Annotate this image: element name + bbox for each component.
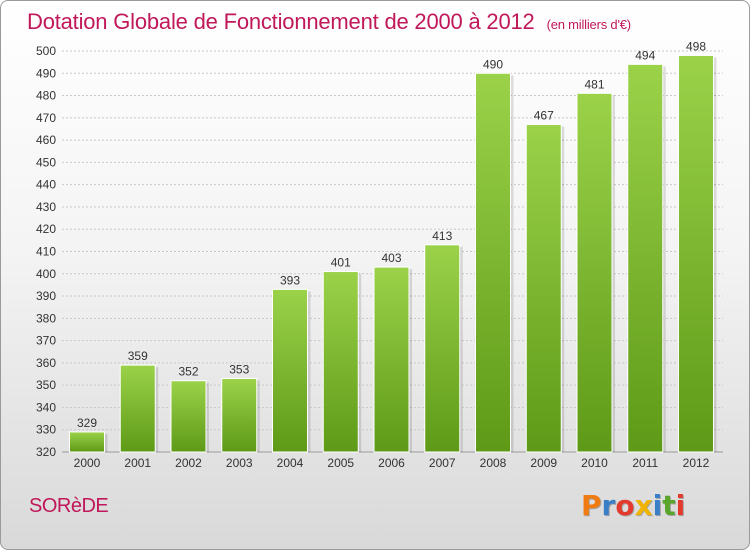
y-tick-label: 380	[36, 311, 56, 325]
y-tick-label: 420	[36, 222, 56, 236]
chart-subtitle: (en milliers d'€)	[546, 17, 632, 32]
bar-value-label: 467	[534, 109, 554, 123]
x-tick-label: 2007	[429, 456, 456, 470]
y-tick-label: 480	[36, 89, 56, 103]
x-tick-label: 2008	[480, 456, 507, 470]
bar-2005[interactable]	[322, 271, 359, 453]
y-tick-label: 450	[36, 155, 56, 169]
bar-value-label: 393	[280, 273, 300, 287]
y-tick-label: 440	[36, 178, 56, 192]
bar-value-label: 359	[128, 349, 148, 363]
logo-letter: i	[675, 489, 686, 522]
x-tick-label: 2001	[124, 456, 151, 470]
y-tick-label: 370	[36, 334, 56, 348]
x-tick-label: 2000	[74, 456, 101, 470]
y-tick-label: 410	[36, 245, 56, 259]
bar-value-label: 498	[686, 39, 706, 53]
y-tick-label: 390	[36, 289, 56, 303]
x-tick-label: 2002	[175, 456, 202, 470]
x-axis: 2000 2001 2002 2003 2004 2005 2006 2007 2008 2009…	[74, 456, 710, 470]
bar-2004[interactable]	[272, 288, 308, 453]
y-tick-label: 460	[36, 133, 56, 147]
bar-value-label: 329	[77, 416, 97, 430]
y-tick-label: 330	[36, 423, 56, 437]
bar-2009[interactable]	[525, 124, 562, 453]
y-tick-label: 490	[36, 66, 56, 80]
bar-value-label: 490	[483, 57, 503, 71]
bar-2011[interactable]	[627, 63, 664, 453]
bar-value-label: 352	[178, 365, 198, 379]
bar-value-label: 401	[331, 256, 351, 270]
bar-2006[interactable]	[373, 266, 410, 453]
bar-2001[interactable]	[119, 364, 156, 453]
bar-value-label: 413	[432, 229, 452, 243]
x-tick-label: 2003	[226, 456, 253, 470]
x-tick-label: 2010	[581, 456, 608, 470]
bar-2002[interactable]	[170, 380, 207, 453]
logo-letter: t	[662, 489, 676, 522]
y-tick-label: 400	[36, 267, 56, 281]
x-tick-label: 2004	[277, 456, 304, 470]
bar-2012[interactable]	[678, 54, 714, 453]
y-tick-label: 470	[36, 111, 56, 125]
y-tick-label: 350	[36, 378, 56, 392]
commune-name: SORèDE	[29, 495, 109, 517]
proxiti-logo[interactable]: Proxiti	[581, 489, 685, 522]
logo-letter: x	[634, 489, 653, 522]
y-tick-label: 430	[36, 200, 56, 214]
bar-2007[interactable]	[424, 244, 461, 453]
y-axis: 320 330 340 350 360 370 380 390 400 410 420 430 440 4…	[36, 44, 56, 459]
bar-value-label: 494	[635, 48, 655, 62]
bar-value-label: 403	[381, 251, 401, 265]
x-tick-label: 2011	[632, 456, 658, 470]
logo-letter: P	[581, 489, 602, 522]
bars: 329 359 352 353 393 401 403 413 490 467 481 494 498	[69, 39, 717, 453]
y-tick-label: 360	[36, 356, 56, 370]
chart-title: Dotation Globale de Fonctionnement de 20…	[27, 9, 631, 35]
y-tick-label: 500	[36, 44, 56, 58]
chart-title-text: Dotation Globale de Fonctionnement de 20…	[27, 9, 535, 34]
logo-letter: i	[652, 489, 663, 522]
logo-letter: r	[601, 489, 616, 522]
y-tick-label: 340	[36, 400, 56, 414]
bar-2000[interactable]	[69, 431, 105, 453]
bar-2010[interactable]	[576, 92, 613, 453]
x-tick-label: 2005	[327, 456, 354, 470]
bar-2008[interactable]	[475, 72, 511, 453]
x-tick-label: 2006	[378, 456, 405, 470]
bar-value-label: 353	[229, 362, 249, 376]
bar-2003[interactable]	[221, 377, 258, 453]
logo-letter: o	[615, 489, 635, 522]
bar-value-label: 481	[584, 77, 604, 91]
x-tick-label: 2009	[530, 456, 557, 470]
y-tick-label: 320	[36, 445, 56, 459]
x-tick-label: 2012	[683, 456, 710, 470]
